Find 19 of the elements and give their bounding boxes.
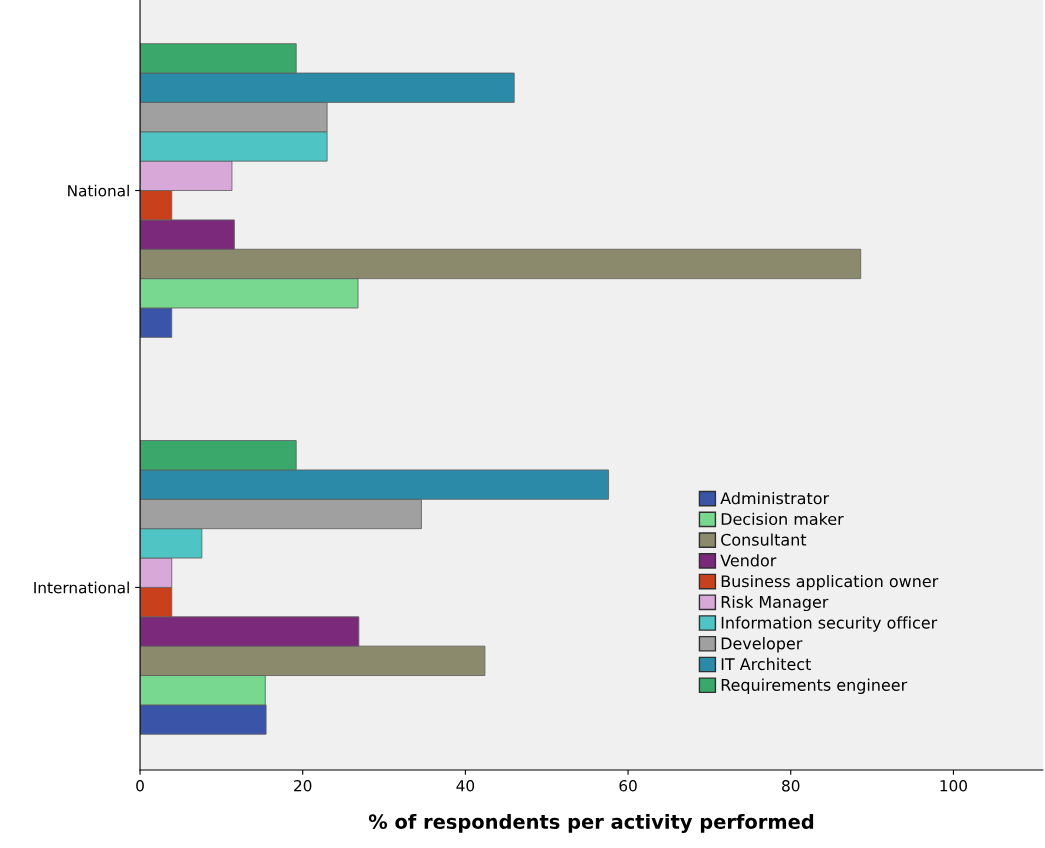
- legend-label: Information security officer: [721, 616, 938, 632]
- legend-label: Vendor: [720, 554, 777, 567]
- x-tick-label: 100: [940, 779, 967, 792]
- legend-label: Decision maker: [721, 512, 844, 526]
- y-tick-label: International: [34, 581, 129, 594]
- x-tick-label: 40: [456, 779, 475, 792]
- legend-label: Risk Manager: [721, 595, 829, 612]
- x-tick-label: 20: [294, 779, 312, 792]
- x-tick-label: 80: [782, 779, 800, 792]
- legend-label: Business application owner: [721, 574, 939, 591]
- legend-label: IT Architect: [721, 657, 811, 671]
- legend-label: Administrator: [720, 491, 830, 505]
- legend-label: Developer: [721, 637, 803, 653]
- legend-label: Requirements engineer: [721, 678, 908, 695]
- legend-label: Consultant: [721, 533, 807, 546]
- x-tick-label: 60: [619, 779, 637, 792]
- y-tick-label: National: [68, 184, 129, 197]
- x-axis-title: % of respondents per activity performed: [368, 813, 814, 833]
- x-tick-label: 0: [136, 779, 144, 792]
